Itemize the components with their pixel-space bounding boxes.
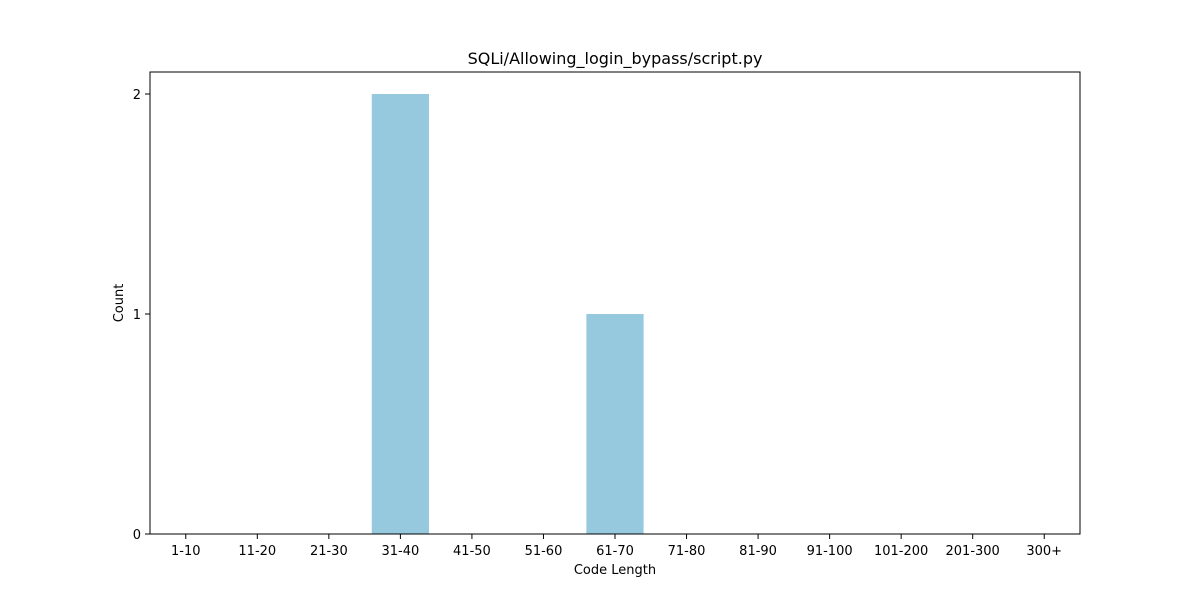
y-tick-label: 2 [133,88,141,103]
x-axis-label: Code Length [574,563,656,578]
x-tick-label: 201-300 [946,544,1000,559]
y-axis-label: Count [112,284,127,323]
x-tick-label: 91-100 [807,544,853,559]
bar-31-40 [371,94,429,534]
x-tick-label: 21-30 [310,544,348,559]
x-tick-label: 61-70 [596,544,634,559]
x-tick-label: 1-10 [171,544,201,559]
x-tick-label: 31-40 [381,544,419,559]
x-axis-ticks: 1-10 11-20 21-30 31-40 41-50 51-60 61-70 71-80 8… [171,534,1062,559]
y-tick-label: 0 [133,528,141,543]
x-tick-label: 11-20 [238,544,276,559]
x-tick-label: 51-60 [525,544,563,559]
bar-61-70 [586,314,644,534]
x-tick-label: 101-200 [874,544,928,559]
x-tick-label: 81-90 [739,544,777,559]
bars-group [371,94,644,534]
x-tick-label: 71-80 [668,544,706,559]
x-tick-label: 41-50 [453,544,491,559]
y-tick-label: 1 [133,308,141,323]
y-axis-ticks: 0 1 2 [133,88,150,543]
chart-title: SQLi/Allowing_login_bypass/script.py [468,49,763,69]
x-tick-label: 300+ [1026,544,1062,559]
